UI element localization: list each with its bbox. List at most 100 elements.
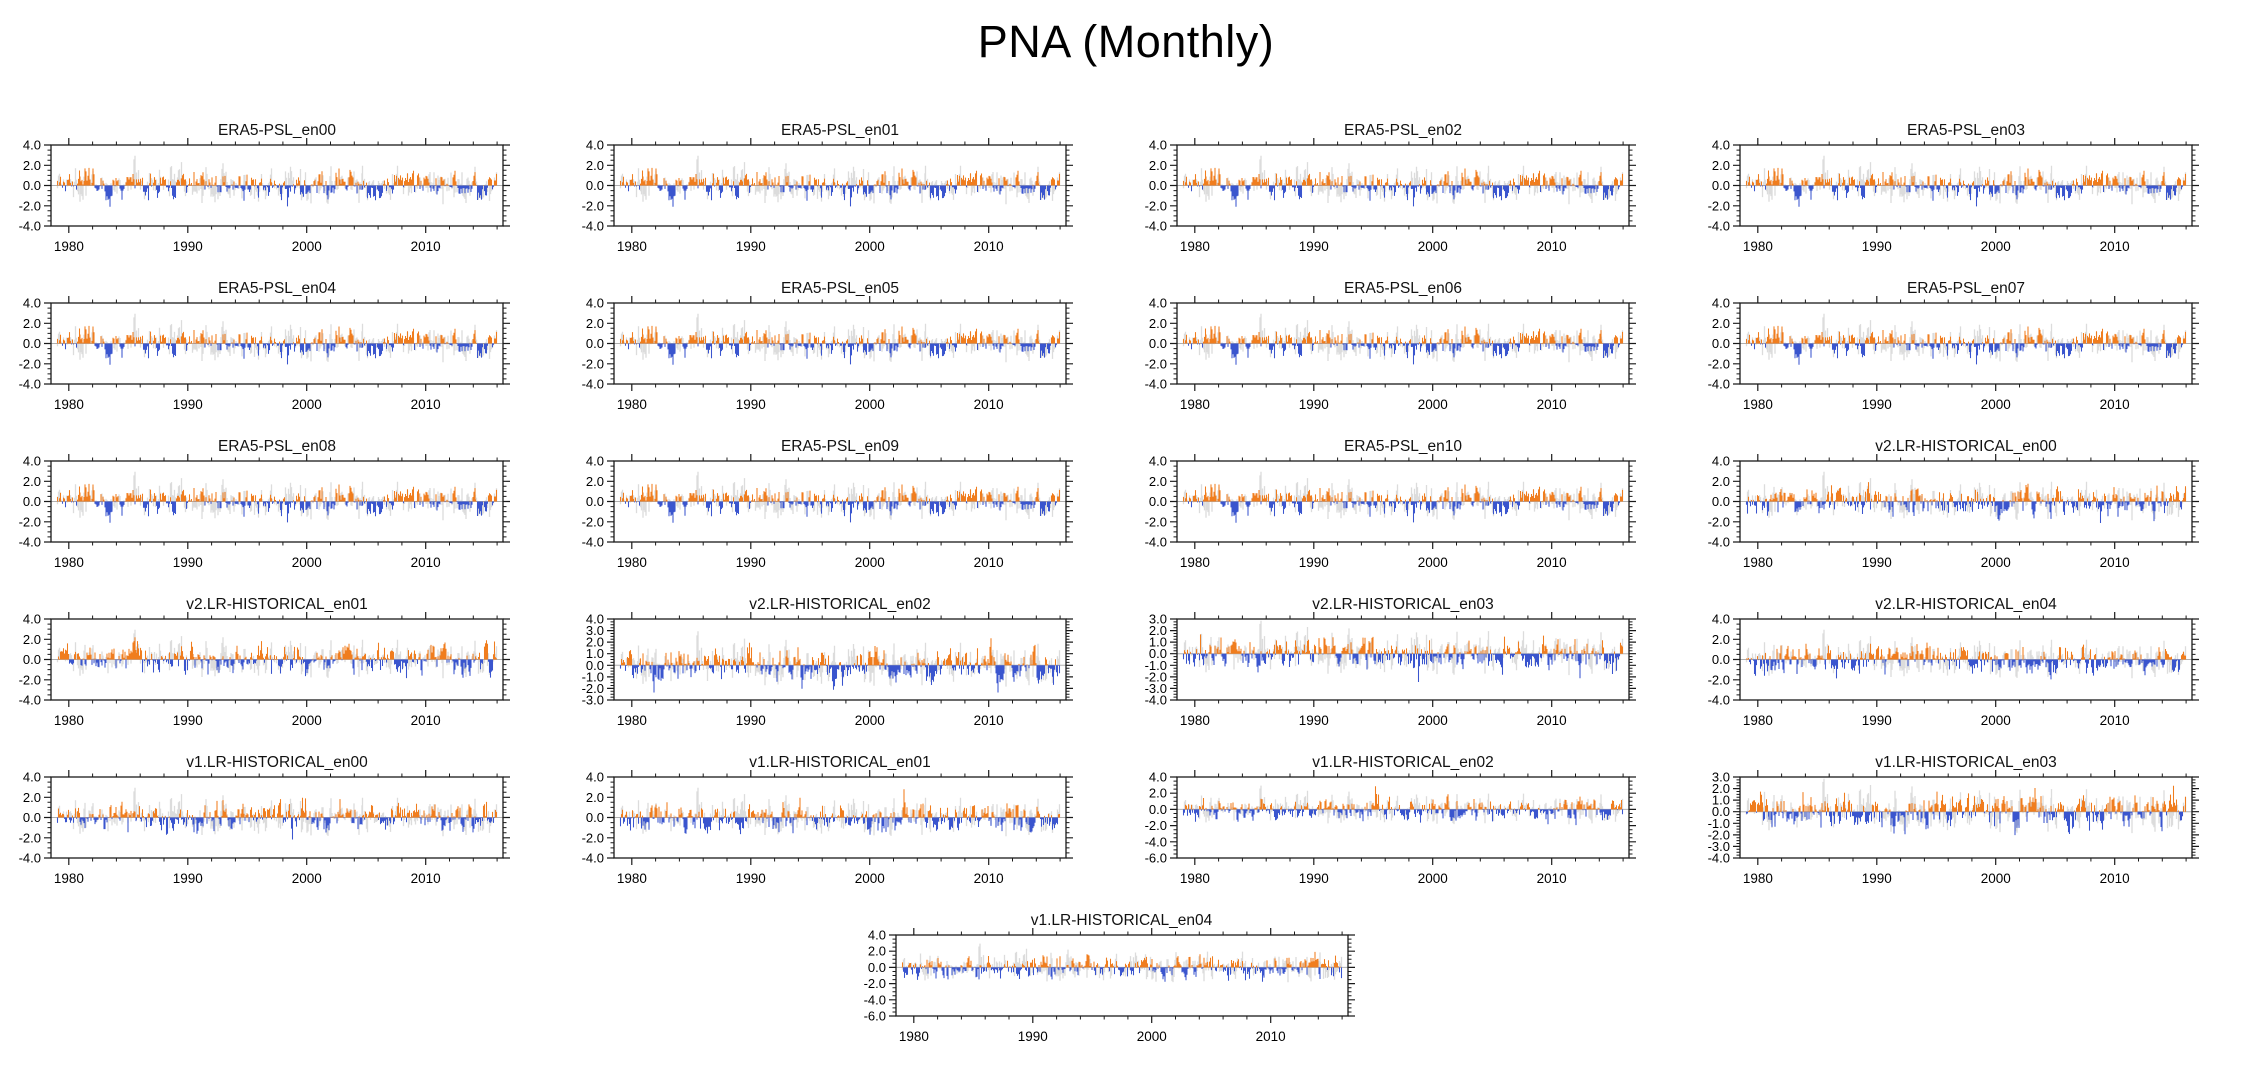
timeseries-plot: 4.0 2.0 0.0 -2.0 -4.0 1980 1990 2000 2010 [1708, 454, 2199, 570]
major-ticks [607, 612, 1073, 707]
y-axis-labels: 4.0 2.0 0.0 -2.0 -4.0 [1708, 612, 1730, 708]
bars-negative [1745, 501, 2183, 523]
svg-text:2010: 2010 [1537, 871, 1567, 886]
y-axis-labels: 4.0 2.0 0.0 -2.0 -4.0 [1145, 138, 1167, 234]
svg-text:1980: 1980 [1743, 555, 1773, 570]
panel-ERA5-PSL_en07: ERA5-PSL_en07 4.0 2.0 0.0 -2.0 -4.0 1980 1990 2… [1689, 276, 2252, 434]
svg-text:1980: 1980 [1180, 713, 1210, 728]
svg-text:3.0: 3.0 [1149, 612, 1167, 627]
svg-text:4.0: 4.0 [1712, 454, 1730, 469]
svg-text:1980: 1980 [617, 239, 647, 254]
minor-ticks [47, 299, 507, 388]
svg-text:0.0: 0.0 [1712, 804, 1730, 819]
svg-text:4.0: 4.0 [586, 296, 604, 311]
svg-text:-2.0: -2.0 [19, 514, 41, 529]
bars-positive [1745, 642, 2187, 660]
panel-title: ERA5-PSL_en09 [780, 438, 900, 455]
panel-title: ERA5-PSL_en06 [1343, 280, 1463, 297]
panel-ERA5-PSL_en04: ERA5-PSL_en04 4.0 2.0 0.0 -2.0 -4.0 1980 1990 2… [0, 276, 563, 434]
bars-positive [56, 167, 498, 186]
svg-text:-1.0: -1.0 [1708, 816, 1730, 831]
svg-text:-2.0: -2.0 [1708, 356, 1730, 371]
svg-text:-6.0: -6.0 [1145, 851, 1167, 866]
svg-text:4.0: 4.0 [1149, 454, 1167, 469]
panel-v1.LR-HISTORICAL_en01: v1.LR-HISTORICAL_en01 4.0 2.0 0.0 -2.0 -4.0 1… [563, 750, 1126, 908]
svg-text:2010: 2010 [1537, 239, 1567, 254]
bars-positive [619, 167, 1061, 186]
svg-text:-2.0: -2.0 [1145, 514, 1167, 529]
x-axis-labels: 1980 1990 2000 2010 [54, 713, 441, 728]
svg-text:2010: 2010 [411, 871, 441, 886]
svg-text:4.0: 4.0 [1712, 138, 1730, 153]
panel-v2.LR-HISTORICAL_en02: v2.LR-HISTORICAL_en02 4.0 3.0 2.0 1.0 0.0 -1.… [563, 592, 1126, 750]
svg-text:-4.0: -4.0 [582, 535, 604, 550]
svg-text:-4.0: -4.0 [1145, 535, 1167, 550]
svg-text:2000: 2000 [1981, 397, 2011, 412]
svg-text:1980: 1980 [54, 555, 84, 570]
x-axis-labels: 1980 1990 2000 2010 [1180, 713, 1567, 728]
panel-title: ERA5-PSL_en07 [1906, 280, 2026, 297]
svg-text:1.0: 1.0 [1149, 635, 1167, 650]
timeseries-plot: 4.0 2.0 0.0 -2.0 -4.0 1980 1990 2000 2010 [1708, 612, 2199, 728]
x-axis-labels: 1980 1990 2000 2010 [1180, 871, 1567, 886]
panel-ERA5-PSL_en09: ERA5-PSL_en09 4.0 2.0 0.0 -2.0 -4.0 1980 1990 2… [563, 434, 1126, 592]
y-axis-labels: 4.0 2.0 0.0 -2.0 -4.0 [1708, 296, 1730, 392]
svg-text:1990: 1990 [1299, 871, 1329, 886]
svg-text:2000: 2000 [292, 239, 322, 254]
minor-ticks [1736, 615, 2196, 704]
x-axis-labels: 1980 1990 2000 2010 [1743, 239, 2130, 254]
svg-text:1980: 1980 [617, 397, 647, 412]
minor-ticks [1736, 299, 2196, 388]
svg-text:1990: 1990 [1299, 239, 1329, 254]
svg-text:-4.0: -4.0 [1145, 693, 1167, 708]
svg-text:-2.0: -2.0 [1708, 198, 1730, 213]
svg-text:2.0: 2.0 [23, 158, 41, 173]
minor-ticks [892, 931, 1351, 1020]
svg-text:4.0: 4.0 [586, 770, 604, 785]
svg-text:0.0: 0.0 [23, 178, 41, 193]
timeseries-plot: 4.0 2.0 0.0 -2.0 -4.0 1980 1990 2000 2010 [19, 296, 510, 412]
timeseries-plot: 4.0 2.0 0.0 -2.0 -4.0 1980 1990 2000 2010 [19, 770, 510, 886]
svg-text:-4.0: -4.0 [1708, 377, 1730, 392]
svg-text:2000: 2000 [1418, 397, 1448, 412]
timeseries-plot: 3.02.01.00.0-1.0-2.0-3.0-4.0 1980 1990 2000… [1708, 770, 2199, 886]
svg-text:0.0: 0.0 [586, 494, 604, 509]
svg-text:2000: 2000 [855, 871, 885, 886]
bars-negative [1182, 653, 1621, 682]
svg-text:2000: 2000 [1136, 1029, 1166, 1044]
bars-negative [1182, 809, 1624, 826]
bars-negative [624, 501, 1058, 523]
y-axis-labels: 4.0 2.0 0.0 -2.0 -4.0 [1145, 296, 1167, 392]
svg-text:4.0: 4.0 [1712, 296, 1730, 311]
bars-positive [1182, 167, 1624, 186]
svg-text:-2.0: -2.0 [1145, 356, 1167, 371]
svg-text:2.0: 2.0 [1712, 474, 1730, 489]
minor-ticks [610, 299, 1070, 388]
svg-text:2010: 2010 [2100, 871, 2130, 886]
panel-title: v2.LR-HISTORICAL_en00 [1875, 438, 2057, 455]
y-axis-labels: 3.02.01.00.0-1.0-2.0-3.0-4.0 [1145, 612, 1167, 708]
svg-text:1990: 1990 [173, 713, 203, 728]
bars-negative [1745, 811, 2184, 836]
svg-text:4.0: 4.0 [23, 454, 41, 469]
svg-text:1980: 1980 [1743, 239, 1773, 254]
major-ticks [1170, 138, 1636, 233]
y-axis-labels: 4.02.00.0-2.0-4.0 -6.0 [863, 928, 885, 1024]
svg-text:0.0: 0.0 [1149, 646, 1167, 661]
svg-text:2010: 2010 [974, 871, 1004, 886]
bars-negative [56, 817, 496, 840]
bars-reference [619, 155, 1061, 205]
timeseries-plot: 4.0 2.0 0.0 -2.0 -4.0 1980 1990 2000 2010 [582, 138, 1073, 254]
svg-text:1980: 1980 [1180, 239, 1210, 254]
svg-text:-4.0: -4.0 [1708, 535, 1730, 550]
x-axis-labels: 1980 1990 2000 2010 [1743, 555, 2130, 570]
svg-text:1990: 1990 [736, 713, 766, 728]
panel-title: v1.LR-HISTORICAL_en03 [1875, 754, 2057, 771]
svg-text:2.0: 2.0 [586, 316, 604, 331]
panels-grid: ERA5-PSL_en00 4.0 2.0 0.0 -2.0 -4.0 1980 1990 2… [0, 118, 2252, 1066]
svg-text:2.0: 2.0 [23, 474, 41, 489]
svg-text:-4.0: -4.0 [582, 851, 604, 866]
plot-frame [1176, 618, 1630, 701]
svg-text:2.0: 2.0 [586, 790, 604, 805]
panel-title: ERA5-PSL_en05 [780, 280, 900, 297]
